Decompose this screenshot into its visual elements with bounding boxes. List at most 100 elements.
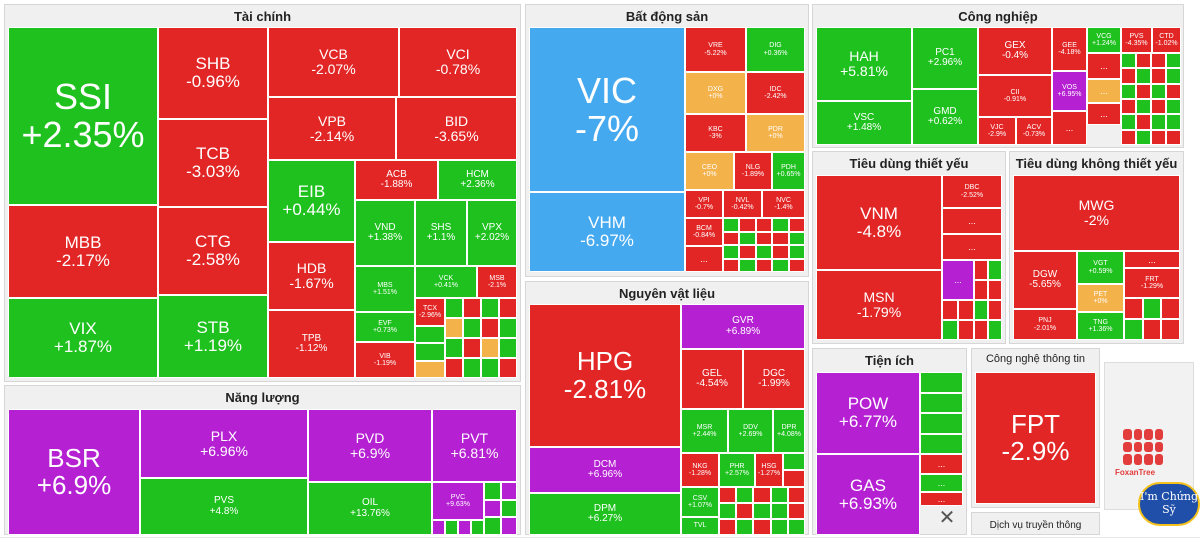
mini-tile[interactable] <box>500 482 517 500</box>
stock-tile-vck[interactable]: VCK +0.41% <box>415 266 477 298</box>
mini-tile[interactable] <box>739 231 756 245</box>
mini-tile[interactable] <box>736 503 754 519</box>
stock-tile-hpg[interactable]: HPG -2.81% <box>529 304 681 447</box>
stock-tile-oil[interactable]: OIL +13.76% <box>308 482 432 535</box>
mini-tile[interactable] <box>974 320 988 340</box>
mini-tile[interactable] <box>1136 68 1151 84</box>
more-stocks-tile[interactable]: ... <box>1124 251 1180 268</box>
mini-tile[interactable] <box>484 517 501 535</box>
mini-tile[interactable] <box>1136 114 1151 130</box>
mini-tile[interactable] <box>788 231 805 245</box>
mini-tile[interactable] <box>719 519 737 535</box>
mini-tile[interactable] <box>1121 114 1136 130</box>
mini-tile[interactable] <box>788 218 805 232</box>
mini-tile[interactable] <box>500 517 517 535</box>
stock-tile-dbc[interactable]: DBC -2.52% <box>942 175 1002 208</box>
mini-tile[interactable] <box>736 519 754 535</box>
stock-tile-msn[interactable]: MSN -1.79% <box>816 270 942 340</box>
stock-tile-bid[interactable]: BID -3.65% <box>396 97 517 160</box>
mini-tile[interactable] <box>1151 53 1166 69</box>
more-stocks-tile[interactable]: ... <box>920 492 963 506</box>
stock-tile-gex[interactable]: GEX -0.4% <box>978 27 1052 75</box>
mini-tile[interactable] <box>974 280 988 300</box>
mini-tile[interactable] <box>755 245 773 259</box>
stock-tile-vpx[interactable]: VPX +2.02% <box>467 200 517 266</box>
mini-tile[interactable] <box>920 413 963 434</box>
mini-tile[interactable] <box>723 258 740 272</box>
stock-tile-bcm[interactable]: BCM -0.84% <box>685 218 723 246</box>
mini-tile[interactable] <box>458 520 471 535</box>
stock-tile-vcg[interactable]: VCG +1.24% <box>1087 27 1121 53</box>
mini-tile[interactable] <box>772 218 789 232</box>
mini-tile[interactable] <box>1151 68 1166 84</box>
mini-tile[interactable] <box>1136 129 1151 145</box>
stock-tile-vci[interactable]: VCI -0.78% <box>399 27 517 97</box>
stock-tile-dig[interactable]: DIG +0.36% <box>746 27 805 72</box>
stock-tile-vos[interactable]: VOS +6.95% <box>1052 71 1087 111</box>
mini-tile[interactable] <box>736 487 754 503</box>
stock-tile-dpr[interactable]: DPR +4.08% <box>773 409 805 453</box>
mini-tile[interactable] <box>974 260 988 280</box>
close-icon[interactable]: ✕ <box>938 506 956 529</box>
stock-tile-vnd[interactable]: VND +1.38% <box>355 200 415 266</box>
stock-tile-msb[interactable]: MSB -2.1% <box>477 266 517 298</box>
mini-tile[interactable] <box>974 300 988 320</box>
stock-tile-pvs-ind[interactable]: PVS -4.35% <box>1121 27 1152 53</box>
stock-tile-mbs[interactable]: MBS +1.51% <box>355 266 415 312</box>
more-stocks-tile[interactable]: ... <box>920 454 963 474</box>
mini-tile[interactable] <box>499 338 517 358</box>
mini-tile[interactable] <box>415 360 445 378</box>
stock-tile-nkg[interactable]: NKG -1.28% <box>681 453 719 487</box>
mini-tile[interactable] <box>1166 53 1181 69</box>
mini-tile[interactable] <box>1151 114 1166 130</box>
more-stocks-tile[interactable]: ... <box>1087 53 1121 79</box>
mini-tile[interactable] <box>463 318 481 338</box>
mini-tile[interactable] <box>753 487 771 503</box>
stock-tile-vgt[interactable]: VGT +0.59% <box>1077 251 1124 284</box>
stock-tile-acb[interactable]: ACB -1.88% <box>355 160 438 200</box>
stock-tile-pvd[interactable]: PVD +6.9% <box>308 409 432 482</box>
stock-tile-vre[interactable]: VRE -5.22% <box>685 27 746 72</box>
mini-tile[interactable] <box>415 326 445 344</box>
stock-tile-pvt[interactable]: PVT +6.81% <box>432 409 517 482</box>
mini-tile[interactable] <box>988 260 1002 280</box>
stock-tile-tcb[interactable]: TCB -3.03% <box>158 119 268 207</box>
stock-tile-ddv[interactable]: DDV +2.69% <box>728 409 773 453</box>
mini-tile[interactable] <box>988 320 1002 340</box>
stock-tile-pdr[interactable]: PDR +0% <box>746 114 805 152</box>
stock-tile-ctg[interactable]: CTG -2.58% <box>158 207 268 295</box>
mini-tile[interactable] <box>1151 98 1166 115</box>
stock-tile-hsg[interactable]: HSG -1.27% <box>755 453 783 487</box>
mini-tile[interactable] <box>481 318 499 338</box>
more-stocks-tile[interactable]: ... <box>920 474 963 492</box>
mini-tile[interactable] <box>719 487 737 503</box>
mini-tile[interactable] <box>920 433 963 454</box>
stock-tile-vpb[interactable]: VPB -2.14% <box>268 97 396 160</box>
mini-tile[interactable] <box>755 258 773 272</box>
mini-tile[interactable] <box>499 298 517 318</box>
mini-tile[interactable] <box>739 218 756 232</box>
stock-tile-bsr[interactable]: BSR +6.9% <box>8 409 140 535</box>
stock-tile-evf[interactable]: EVF +0.73% <box>355 312 415 342</box>
stock-tile-msr[interactable]: MSR +2.44% <box>681 409 728 453</box>
mini-tile[interactable] <box>1124 298 1143 319</box>
stock-tile-plx[interactable]: PLX +6.96% <box>140 409 308 478</box>
mini-tile[interactable] <box>788 258 805 272</box>
more-stocks-tile[interactable]: ... <box>1052 111 1087 145</box>
stock-tile-pow[interactable]: POW +6.77% <box>816 372 920 454</box>
stock-tile-vib[interactable]: VIB -1.19% <box>355 342 415 378</box>
stock-tile-vjc[interactable]: VJC -2.9% <box>978 117 1016 145</box>
mini-tile[interactable] <box>484 499 501 518</box>
mini-tile[interactable] <box>481 338 499 358</box>
stock-tile-gmd[interactable]: GMD +0.62% <box>912 89 978 145</box>
mini-tile[interactable] <box>1151 83 1166 99</box>
mini-tile[interactable] <box>719 503 737 519</box>
stock-tile-dxg[interactable]: DXG +0% <box>685 72 746 114</box>
stock-tile-phr[interactable]: PHR +2.57% <box>719 453 755 487</box>
stock-tile-nvc[interactable]: NVC -1.4% <box>762 190 805 218</box>
mini-tile[interactable] <box>1142 319 1162 340</box>
stock-tile-vpi[interactable]: VPI -0.7% <box>685 190 723 218</box>
mini-tile[interactable] <box>920 372 963 393</box>
stock-tile-hcm[interactable]: HCM +2.36% <box>438 160 517 200</box>
more-stocks-tile[interactable]: ... <box>1087 79 1121 103</box>
